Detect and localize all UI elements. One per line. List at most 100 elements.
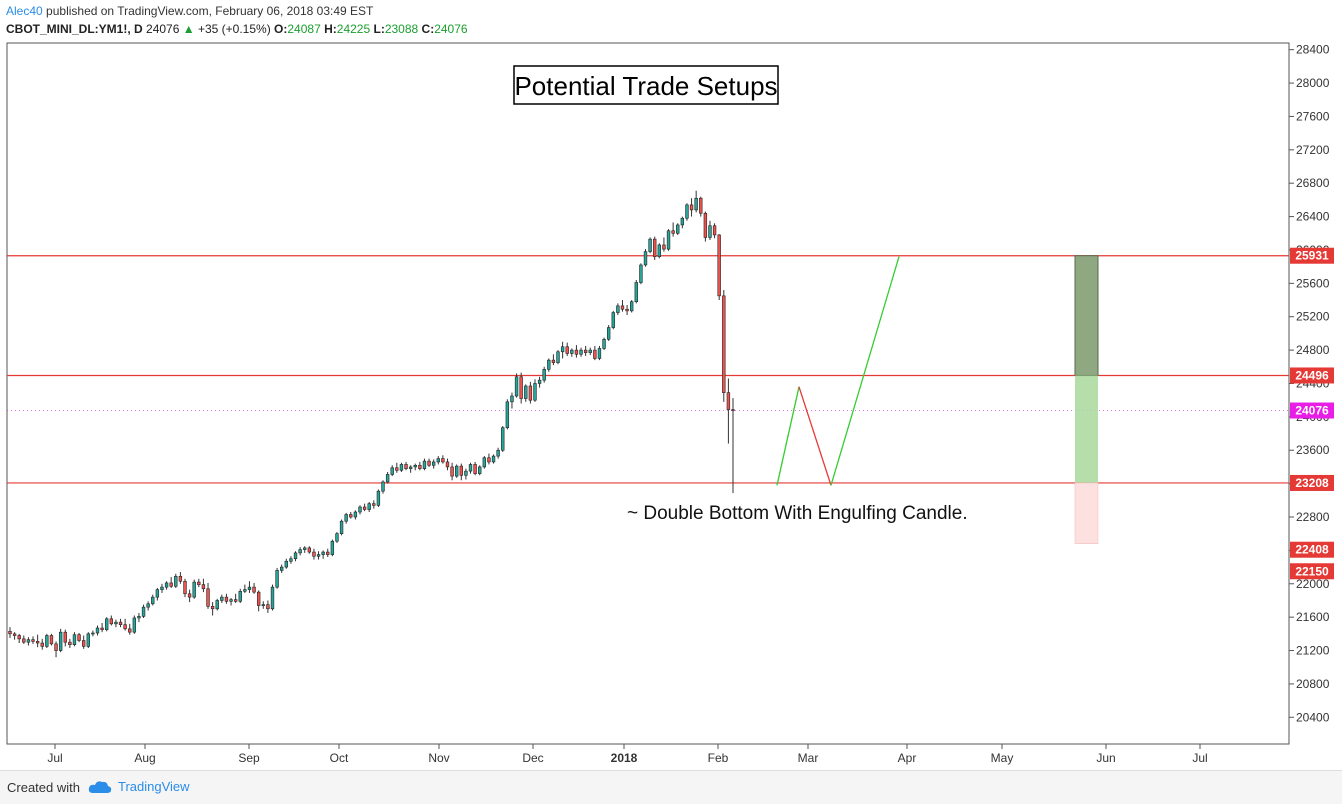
- candle-body: [408, 466, 413, 469]
- chart-area[interactable]: 2040020800212002160022000224002280023200…: [0, 40, 1342, 770]
- candle-body: [233, 599, 238, 602]
- candle-body: [505, 401, 510, 429]
- x-tick-label: Jul: [47, 751, 62, 765]
- candle-body: [680, 217, 685, 226]
- candle-body: [169, 582, 173, 587]
- candle-body: [367, 503, 371, 510]
- candle-body: [187, 593, 192, 598]
- candle-body: [95, 627, 100, 634]
- symbol-info: CBOT_MINI_DL:YM1!, D 24076 ▲ +35 (+0.15%…: [6, 22, 468, 36]
- author-link[interactable]: Alec40: [6, 4, 43, 18]
- candle-body: [275, 570, 279, 588]
- candle-body: [210, 606, 215, 610]
- candle-body: [312, 551, 316, 557]
- price-chart[interactable]: 2040020800212002160022000224002280023200…: [0, 40, 1342, 770]
- candle-body: [358, 506, 362, 513]
- candle-body: [616, 305, 620, 313]
- candle-body: [404, 464, 408, 469]
- candle-body: [123, 624, 127, 630]
- y-tick-label: 23600: [1296, 443, 1330, 457]
- candle-body: [551, 359, 556, 363]
- x-tick-label: Dec: [522, 751, 543, 765]
- candle-body: [699, 197, 703, 214]
- candle-body: [708, 225, 712, 238]
- candle-body: [565, 346, 569, 354]
- x-tick-label: Nov: [428, 751, 449, 765]
- candle-body: [376, 490, 381, 506]
- candle-body: [666, 230, 671, 250]
- candle-body: [183, 580, 187, 595]
- candle-body: [726, 392, 731, 410]
- candle-body: [289, 558, 293, 562]
- price-tag-label: 24496: [1295, 368, 1329, 382]
- candle-body: [468, 464, 473, 472]
- candle-body: [362, 506, 367, 510]
- published-text: published on TradingView.com, February 0…: [46, 4, 374, 18]
- candle-body: [58, 631, 63, 651]
- candle-body: [266, 604, 270, 610]
- candle-body: [26, 639, 31, 643]
- candle-body: [141, 606, 146, 617]
- price-tag-bg: [1290, 367, 1334, 384]
- candle-body: [247, 586, 252, 590]
- price-tag-label: 25931: [1295, 249, 1329, 263]
- candle-body: [321, 551, 325, 555]
- candle-body: [643, 251, 648, 266]
- candle-body: [501, 427, 505, 451]
- candle-body: [441, 458, 445, 463]
- projection-segment: [830, 256, 900, 486]
- candle-body: [45, 635, 49, 647]
- candle-body: [625, 308, 629, 312]
- x-tick-label: 2018: [611, 751, 638, 765]
- candle-body: [731, 409, 735, 411]
- candle-body: [68, 641, 72, 645]
- chart-title: Potential Trade Setups: [514, 71, 777, 101]
- candle-body: [206, 588, 210, 607]
- candle-body: [722, 295, 726, 393]
- candle-body: [298, 549, 302, 554]
- candle-body: [155, 589, 160, 598]
- time-axis[interactable]: Jul Aug Sep Oct Nov Dec 2018 Feb Mar Apr May Jun Jul: [47, 744, 1208, 765]
- x-tick-label: Mar: [798, 751, 819, 765]
- candle-body: [689, 204, 694, 211]
- candle-body: [662, 244, 666, 250]
- candle-body: [583, 349, 588, 353]
- candle-body: [676, 224, 680, 234]
- candle-body: [390, 467, 394, 475]
- candle-body: [533, 383, 537, 401]
- candle-body: [528, 385, 533, 401]
- candle-body: [606, 327, 611, 340]
- candle-body: [717, 234, 721, 297]
- y-tick-label: 21200: [1296, 644, 1330, 658]
- candle-body: [31, 639, 35, 642]
- price-tag-bg: [1290, 474, 1334, 491]
- candle-body: [293, 552, 298, 560]
- cloud-logo-icon: [88, 780, 112, 793]
- price-axis[interactable]: 2040020800212002160022000224002280023200…: [1289, 43, 1330, 725]
- candle-body: [326, 551, 330, 555]
- candle-body: [694, 197, 698, 211]
- candle-body: [49, 635, 54, 645]
- candle-body: [491, 455, 496, 463]
- close-label: C:: [421, 22, 435, 36]
- candle-body: [431, 461, 436, 466]
- candle-body: [648, 238, 652, 252]
- y-tick-label: 24800: [1296, 343, 1330, 357]
- x-tick-label: Jun: [1096, 751, 1115, 765]
- candle-body: [611, 312, 615, 328]
- candle-body: [118, 621, 123, 625]
- symbol-name[interactable]: CBOT_MINI_DL:YM1!, D: [6, 22, 143, 36]
- candle-body: [570, 349, 574, 354]
- candle-body: [72, 634, 77, 645]
- candle-body: [487, 457, 491, 463]
- candle-body: [146, 603, 150, 608]
- tradingview-brand[interactable]: TradingView: [88, 779, 190, 794]
- candle-body: [657, 244, 662, 257]
- candle-body: [427, 460, 431, 466]
- candle-body: [82, 640, 86, 647]
- x-tick-label: Sep: [238, 751, 260, 765]
- y-tick-label: 26400: [1296, 210, 1330, 224]
- last-price: 24076: [146, 22, 180, 36]
- candle-body: [560, 346, 565, 353]
- projection-segment: [776, 386, 800, 486]
